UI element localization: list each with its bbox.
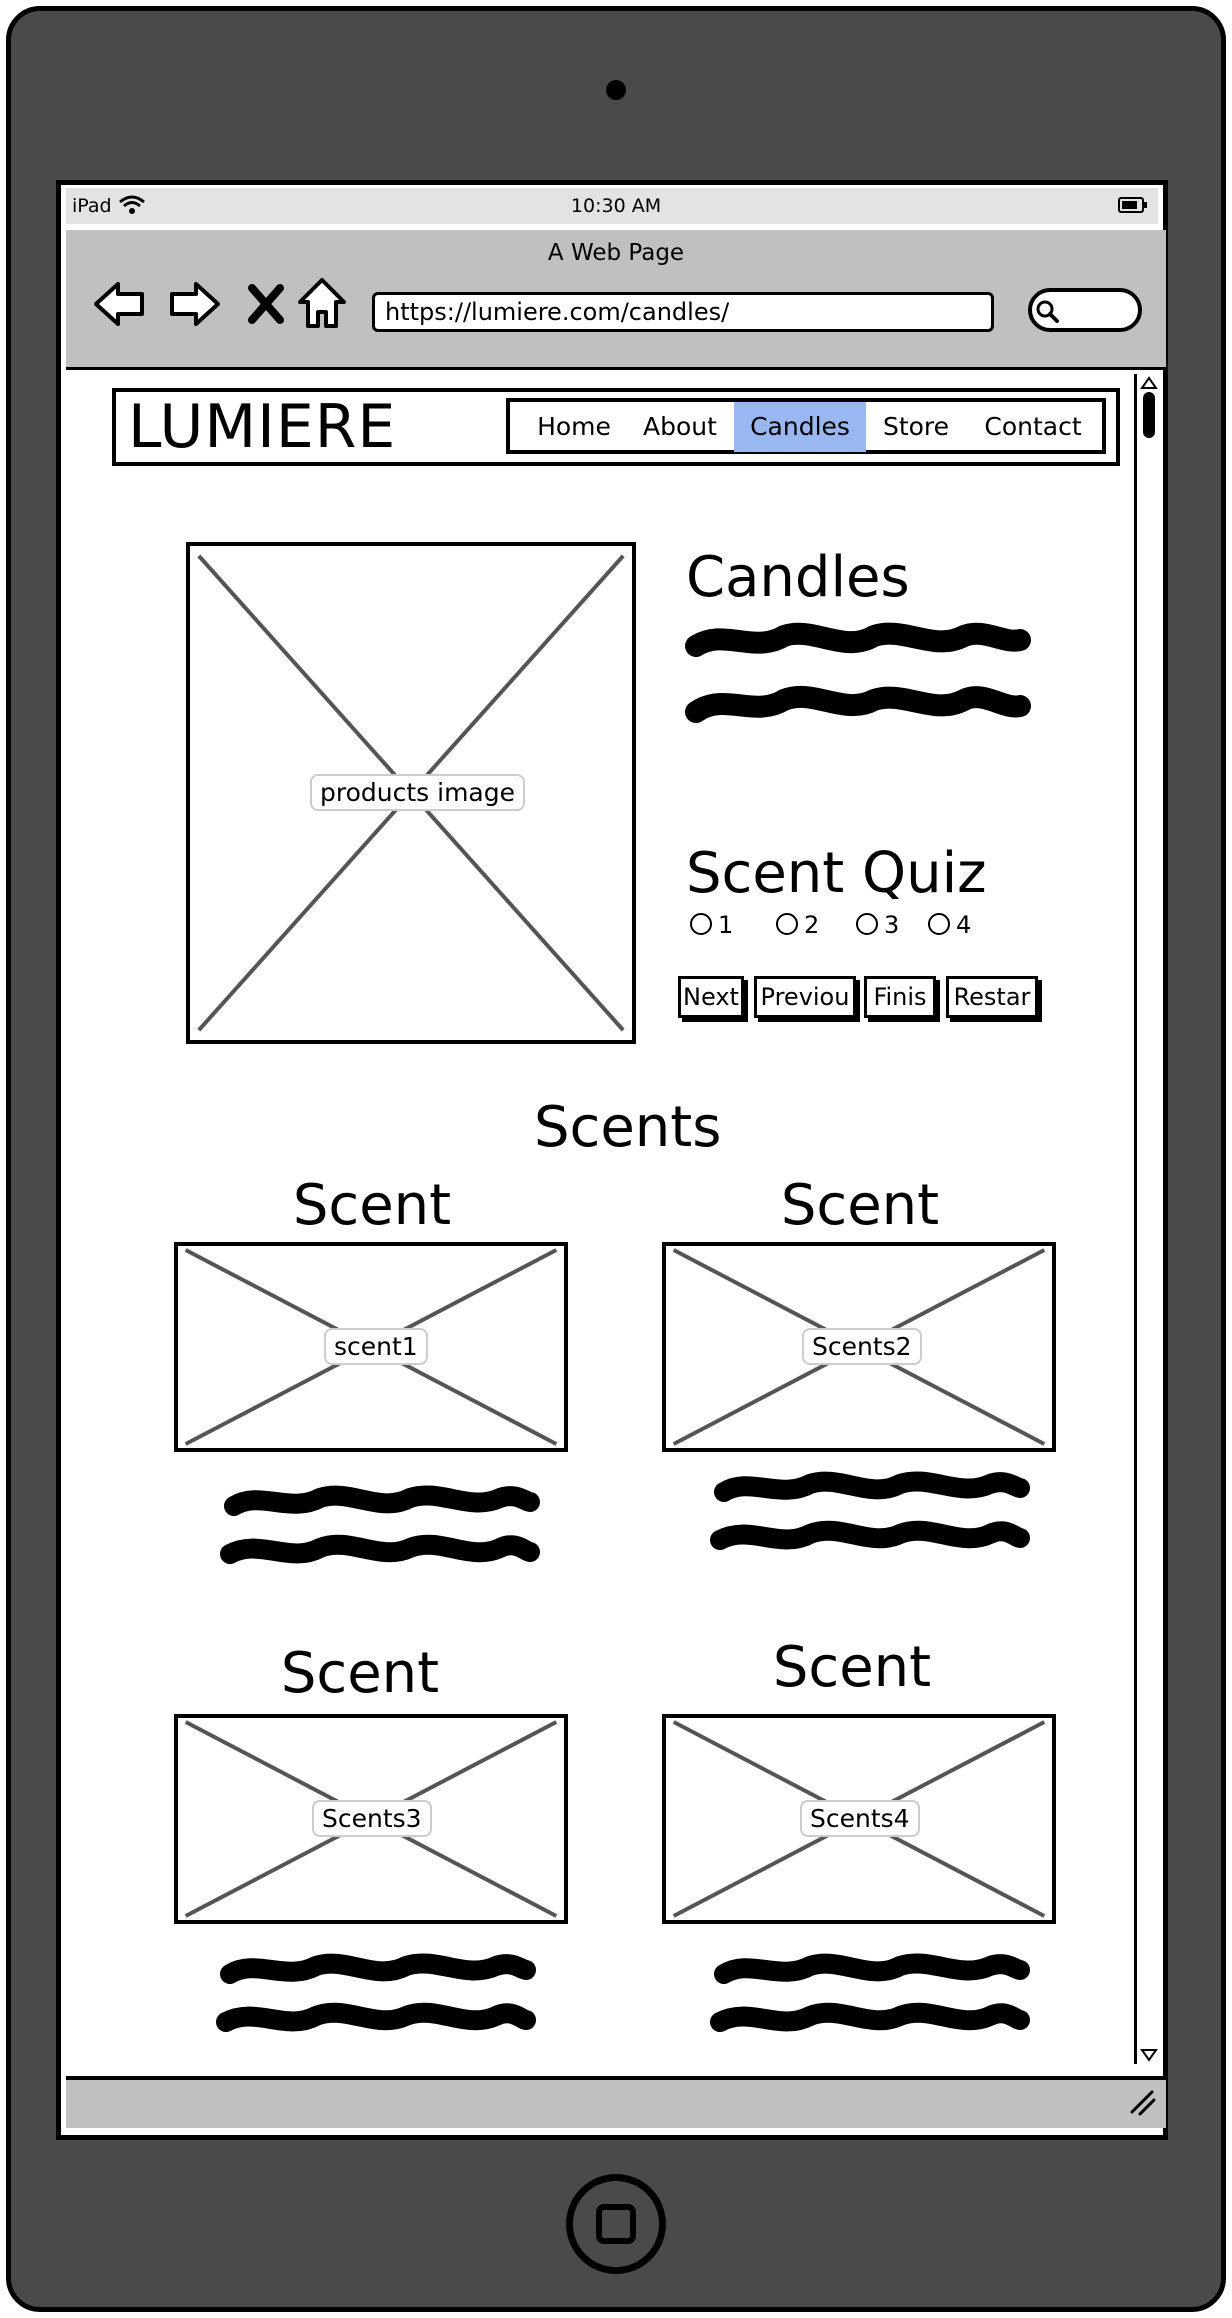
- quiz-finish-button[interactable]: Finis: [864, 976, 936, 1018]
- status-bar: [66, 188, 1158, 224]
- close-icon[interactable]: [236, 274, 296, 334]
- battery-icon: [1118, 197, 1147, 213]
- scent-2-image-label: Scents2: [802, 1328, 922, 1365]
- placeholder-text-scribble: [685, 622, 1031, 723]
- browser-search-field[interactable]: [1028, 288, 1142, 332]
- quiz-next-button[interactable]: Next: [678, 976, 744, 1018]
- quiz-option-1[interactable]: 1: [690, 910, 733, 940]
- camera: [606, 80, 626, 100]
- quiz-option-label: 1: [718, 911, 734, 939]
- forward-arrow-icon[interactable]: [164, 274, 224, 334]
- scent-1-description-scribble: [220, 1485, 540, 1564]
- candles-heading: Candles: [686, 545, 910, 610]
- scent-1-image-label: scent1: [324, 1328, 428, 1365]
- radio-icon: [690, 913, 712, 935]
- nav-item-contact[interactable]: Contact: [984, 412, 1082, 441]
- nav-item-store[interactable]: Store: [882, 412, 950, 441]
- url-bar[interactable]: https://lumiere.com/candles/: [372, 292, 994, 332]
- quiz-option-label: 2: [804, 911, 820, 939]
- carrier-label: iPad: [72, 195, 112, 217]
- scent-2-description-scribble: [710, 1471, 1030, 1550]
- scent-4-image-label: Scents4: [800, 1800, 920, 1837]
- scent-3-image-label: Scents3: [312, 1800, 432, 1837]
- home-icon[interactable]: [292, 274, 352, 334]
- quiz-option-3[interactable]: 3: [856, 910, 899, 940]
- scent-quiz-heading: Scent Quiz: [686, 841, 987, 906]
- scent-3-description-scribble: [216, 1953, 536, 2032]
- radio-icon: [856, 913, 878, 935]
- site-logo[interactable]: LUMIERE: [128, 392, 397, 462]
- nav-item-home[interactable]: Home: [537, 412, 611, 441]
- status-time: 10:30 AM: [570, 195, 662, 217]
- back-arrow-icon[interactable]: [90, 274, 150, 334]
- quiz-previous-button[interactable]: Previou: [754, 976, 856, 1018]
- nav-item-about[interactable]: About: [643, 412, 717, 441]
- scents-section-heading: Scents: [534, 1095, 722, 1160]
- quiz-option-label: 3: [884, 911, 900, 939]
- scent-3-title: Scent: [280, 1641, 440, 1706]
- scent-4-description-scribble: [710, 1953, 1030, 2032]
- search-icon: [1036, 300, 1059, 323]
- scent-1-title: Scent: [292, 1173, 452, 1238]
- scroll-up-arrow-icon[interactable]: [1140, 376, 1158, 390]
- vertical-scrollbar[interactable]: [1134, 374, 1162, 2064]
- browser-status-bar: [66, 2076, 1166, 2128]
- quiz-restart-button[interactable]: Restar: [946, 976, 1038, 1018]
- device-home-button-icon: [596, 2204, 636, 2244]
- scroll-down-arrow-icon[interactable]: [1140, 2048, 1158, 2062]
- radio-icon: [776, 913, 798, 935]
- device-home-button[interactable]: [566, 2174, 666, 2274]
- wifi-icon: [119, 195, 145, 214]
- products-image-label: products image: [310, 774, 525, 811]
- browser-page-title: A Web Page: [547, 240, 685, 266]
- radio-icon: [928, 913, 950, 935]
- quiz-option-2[interactable]: 2: [776, 910, 819, 940]
- resize-grip-icon[interactable]: [1126, 2086, 1156, 2116]
- quiz-option-4[interactable]: 4: [928, 910, 971, 940]
- nav-item-candles[interactable]: Candles: [734, 402, 866, 452]
- scrollbar-thumb[interactable]: [1143, 392, 1155, 438]
- scent-2-title: Scent: [780, 1173, 940, 1238]
- scent-4-title: Scent: [772, 1635, 932, 1700]
- quiz-option-label: 4: [956, 911, 972, 939]
